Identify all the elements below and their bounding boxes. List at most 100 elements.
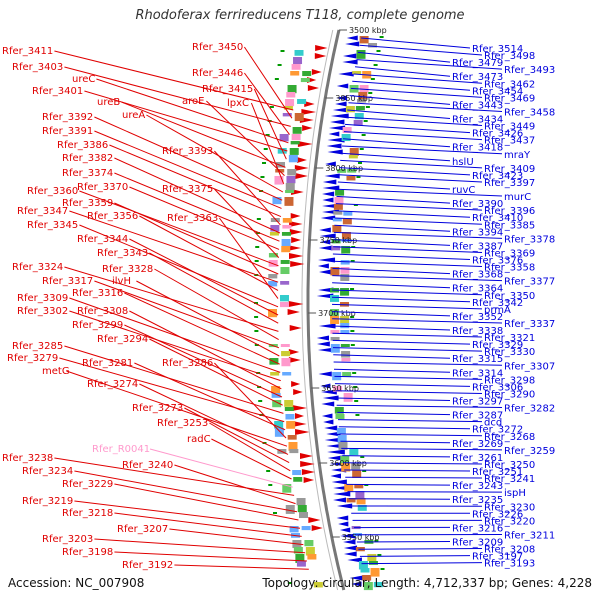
reverse-gene-leader (353, 73, 483, 84)
feature-block (330, 309, 340, 318)
reverse-gene-mark (347, 557, 362, 563)
feature-block (268, 253, 278, 258)
reverse-gene-label: Rfer_3315 (452, 354, 503, 365)
forward-gene-label: aroE (182, 96, 204, 107)
feature-block (304, 540, 314, 547)
feature-block (336, 428, 346, 434)
forward-gene-mark (290, 261, 305, 267)
gc-skew-tick (368, 92, 373, 94)
reverse-gene-mark (316, 293, 334, 299)
reverse-gene-leader (359, 555, 471, 557)
gc-skew-tick (254, 260, 259, 262)
forward-gene-leader (243, 72, 290, 135)
reverse-gene-label: Rfer_3376 (472, 256, 523, 267)
gc-skew-tick (360, 456, 365, 458)
feature-block (343, 393, 353, 402)
forward-gene-leader (209, 422, 291, 472)
forward-gene-label: Rfer_3401 (32, 86, 83, 97)
reverse-gene-leader (344, 123, 471, 134)
feature-block (340, 260, 350, 265)
reverse-gene-mark (321, 401, 335, 407)
feature-block (302, 71, 312, 77)
reverse-gene-leader (338, 426, 471, 430)
forward-gene-mark (300, 461, 315, 467)
feature-block (352, 470, 362, 478)
reverse-gene-mark (325, 161, 336, 167)
reverse-gene-label: Rfer_3337 (504, 319, 555, 330)
forward-gene-label: Rfer_3446 (192, 68, 243, 79)
reverse-gene-label: Rfer_3454 (472, 86, 523, 97)
feature-block (355, 491, 365, 500)
forward-gene-mark (311, 69, 322, 75)
forward-gene-mark (292, 405, 307, 411)
forward-gene-label: Rfer_3294 (97, 334, 148, 345)
reverse-gene-leader (335, 203, 483, 211)
forward-gene-leader (94, 280, 280, 349)
reverse-gene-label: Rfer_3377 (504, 277, 555, 288)
reverse-gene-leader (348, 102, 503, 112)
forward-gene-label: radC (187, 434, 211, 445)
feature-block (340, 330, 350, 334)
reverse-gene-label: Rfer_3396 (484, 206, 535, 217)
feature-block (271, 393, 281, 398)
forward-gene-label: Rfer_3356 (87, 211, 138, 222)
feature-block (358, 92, 368, 100)
forward-gene-label: Rfer_3328 (102, 264, 153, 275)
gc-skew-tick (280, 50, 285, 52)
reverse-gene-leader (337, 188, 503, 197)
feature-block (341, 358, 351, 362)
reverse-gene-leader (336, 404, 503, 409)
feature-block (291, 64, 301, 70)
feature-block (313, 582, 323, 588)
forward-gene-mark (296, 157, 307, 163)
forward-gene-label: Rfer_3347 (17, 206, 68, 217)
scale-tick-label: 3750 kbp (320, 236, 358, 245)
gc-skew-tick (273, 512, 278, 514)
forward-gene-label: Rfer_3299 (72, 320, 123, 331)
forward-gene-mark (291, 381, 301, 387)
reverse-gene-label: Rfer_3410 (472, 213, 523, 224)
feature-block (354, 113, 364, 120)
reverse-gene-leader (337, 181, 451, 190)
feature-block (307, 554, 317, 560)
forward-gene-leader (59, 357, 285, 423)
reverse-gene-leader (356, 541, 451, 543)
genome-summary: Topology: circular; Length: 4,712,337 bp… (262, 576, 592, 590)
feature-block (280, 267, 290, 275)
reverse-gene-label: Rfer_3378 (504, 234, 555, 245)
reverse-gene-mark (322, 185, 340, 191)
forward-gene-leader (211, 438, 292, 480)
reverse-gene-mark (324, 437, 342, 443)
forward-gene-leader (64, 66, 291, 127)
forward-gene-leader (114, 512, 302, 537)
feature-block (271, 386, 281, 394)
forward-gene-label: Rfer_3316 (72, 288, 123, 299)
forward-gene-leader (139, 383, 289, 455)
feature-block (289, 148, 299, 155)
forward-gene-leader (214, 150, 281, 226)
feature-block (274, 428, 284, 437)
reverse-gene-leader (340, 159, 483, 169)
feature-block (299, 512, 309, 519)
forward-gene-leader (169, 528, 304, 546)
reverse-gene-leader (356, 59, 503, 70)
feature-block (333, 386, 343, 392)
feature-block (349, 148, 359, 156)
gc-skew-tick (379, 36, 384, 38)
reverse-gene-label: Rfer_3358 (484, 263, 535, 274)
reverse-gene-leader (332, 318, 503, 324)
feature-block (287, 85, 297, 94)
forward-gene-leader (74, 470, 298, 513)
reverse-gene-mark (338, 521, 349, 527)
feature-block (286, 92, 296, 98)
forward-gene-label: Rfer_3360 (27, 186, 78, 197)
feature-block (359, 85, 369, 93)
reverse-gene-mark (317, 347, 335, 353)
reverse-gene-mark (326, 143, 342, 149)
feature-block (296, 498, 306, 506)
reverse-gene-label: Rfer_3268 (484, 432, 535, 443)
feature-block (294, 113, 304, 122)
reverse-gene-leader (333, 231, 503, 239)
feature-block (355, 106, 365, 111)
